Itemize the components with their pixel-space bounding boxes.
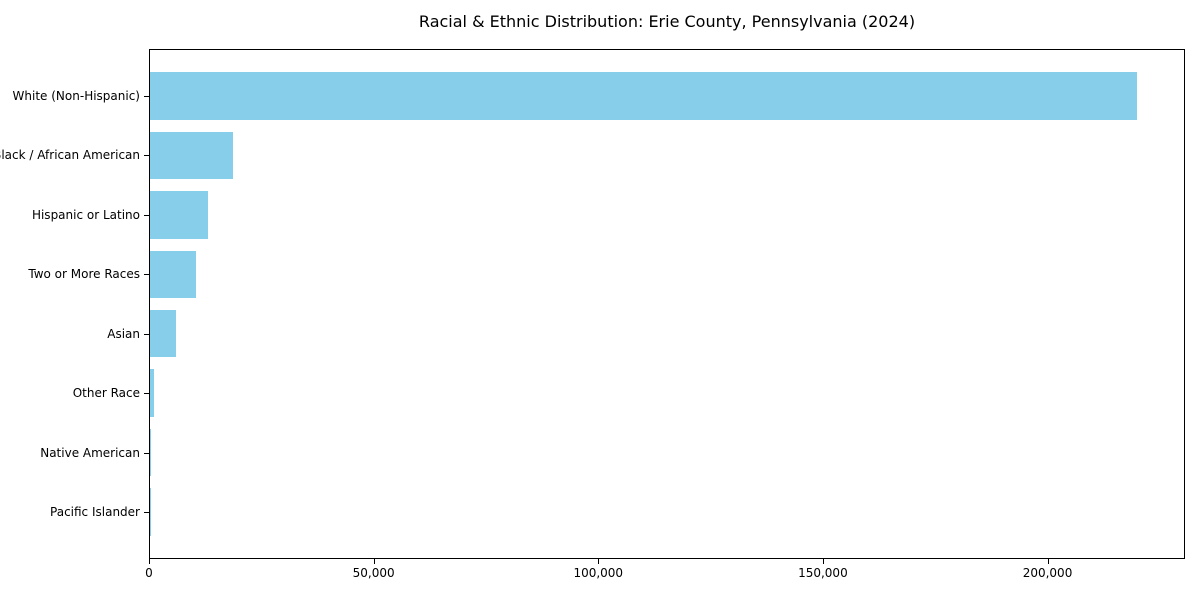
- plot-area: [149, 49, 1185, 559]
- y-tick-mark: [144, 155, 149, 157]
- bar-white-non-hispanic: [150, 72, 1137, 120]
- bar-asian: [150, 309, 176, 358]
- x-tick-mark: [822, 559, 824, 564]
- y-tick-label: Two or More Races: [28, 267, 140, 282]
- x-tick-label: 200,000: [1022, 566, 1073, 580]
- x-tick-label: 100,000: [573, 566, 624, 580]
- x-tick-mark: [1047, 559, 1049, 564]
- x-tick-mark: [373, 559, 375, 564]
- y-tick-mark: [144, 393, 149, 395]
- y-tick-label: White (Non-Hispanic): [12, 88, 140, 103]
- y-tick-mark: [144, 274, 149, 276]
- y-tick-label: Pacific Islander: [50, 505, 140, 520]
- bar-other-race: [150, 369, 155, 417]
- y-tick-label: Other Race: [72, 386, 140, 401]
- bar-native-american: [150, 428, 152, 477]
- bar-hispanic-or-latino: [150, 191, 209, 239]
- y-tick-label: Native American: [40, 445, 140, 460]
- x-tick-label: 150,000: [798, 566, 848, 580]
- bar-black-african-american: [150, 131, 234, 180]
- y-tick-mark: [144, 452, 149, 454]
- y-tick-mark: [144, 512, 149, 514]
- x-tick-mark: [149, 559, 150, 564]
- y-tick-mark: [144, 333, 149, 335]
- x-tick-label: 0: [145, 566, 153, 580]
- y-tick-label: Asian: [107, 326, 140, 341]
- y-tick-mark: [144, 214, 149, 216]
- y-tick-label: Black / African American: [0, 148, 140, 163]
- y-tick-label: Hispanic or Latino: [31, 207, 140, 222]
- y-tick-mark: [144, 95, 149, 97]
- chart-title: Racial & Ethnic Distribution: Erie Count…: [418, 12, 916, 31]
- x-tick-label: 50,000: [352, 566, 395, 580]
- x-tick-mark: [598, 559, 600, 564]
- bar-two-or-more-races: [150, 250, 196, 299]
